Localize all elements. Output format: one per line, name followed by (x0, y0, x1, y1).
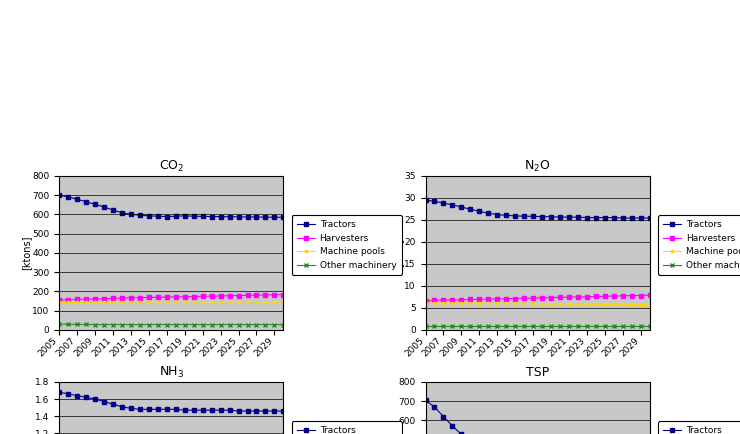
Title: NH$_3$: NH$_3$ (158, 365, 184, 381)
Legend: Tractors, Harvesters, Machine pools, Other machinery: Tractors, Harvesters, Machine pools, Oth… (658, 215, 740, 275)
Legend: Tractors, Harvesters, Machine pools, Other machinery: Tractors, Harvesters, Machine pools, Oth… (292, 215, 402, 275)
Title: CO$_2$: CO$_2$ (158, 159, 184, 174)
Legend: Tractors, Harvesters, Machine pools, Other machinery: Tractors, Harvesters, Machine pools, Oth… (658, 421, 740, 434)
Y-axis label: [ktons]: [ktons] (21, 236, 31, 270)
Y-axis label: [tons]: [tons] (393, 238, 403, 267)
Title: N$_2$O: N$_2$O (525, 159, 551, 174)
Title: TSP: TSP (526, 366, 549, 379)
Legend: Tractors, Harvesters, Machine pools, Other machinery: Tractors, Harvesters, Machine pools, Oth… (292, 421, 402, 434)
